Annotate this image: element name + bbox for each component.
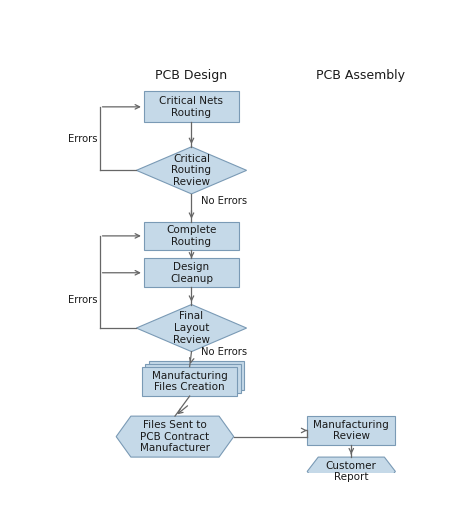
Text: Manufacturing
Files Creation: Manufacturing Files Creation — [152, 370, 228, 392]
Text: PCB Assembly: PCB Assembly — [316, 69, 405, 82]
Text: Errors: Errors — [68, 134, 98, 144]
Text: Critical Nets
Routing: Critical Nets Routing — [159, 96, 224, 118]
FancyBboxPatch shape — [144, 259, 239, 287]
Text: Errors: Errors — [68, 295, 98, 305]
FancyBboxPatch shape — [148, 361, 244, 390]
FancyBboxPatch shape — [144, 92, 239, 122]
Polygon shape — [137, 147, 246, 194]
FancyBboxPatch shape — [145, 364, 241, 393]
Polygon shape — [137, 304, 246, 352]
FancyBboxPatch shape — [142, 367, 237, 396]
Text: Manufacturing
Review: Manufacturing Review — [313, 420, 389, 441]
Text: PCB Design: PCB Design — [155, 69, 228, 82]
Text: No Errors: No Errors — [201, 347, 247, 357]
Text: Critical
Routing
Review: Critical Routing Review — [172, 154, 211, 187]
Polygon shape — [116, 416, 234, 457]
Text: Complete
Routing: Complete Routing — [166, 225, 217, 247]
FancyBboxPatch shape — [307, 416, 395, 445]
Text: Customer
Report: Customer Report — [326, 461, 377, 482]
FancyBboxPatch shape — [144, 221, 239, 250]
Polygon shape — [307, 457, 395, 486]
Text: Files Sent to
PCB Contract
Manufacturer: Files Sent to PCB Contract Manufacturer — [140, 420, 210, 453]
Text: Design
Cleanup: Design Cleanup — [170, 262, 213, 284]
Text: No Errors: No Errors — [201, 196, 247, 206]
Text: Final
Layout
Review: Final Layout Review — [173, 311, 210, 345]
